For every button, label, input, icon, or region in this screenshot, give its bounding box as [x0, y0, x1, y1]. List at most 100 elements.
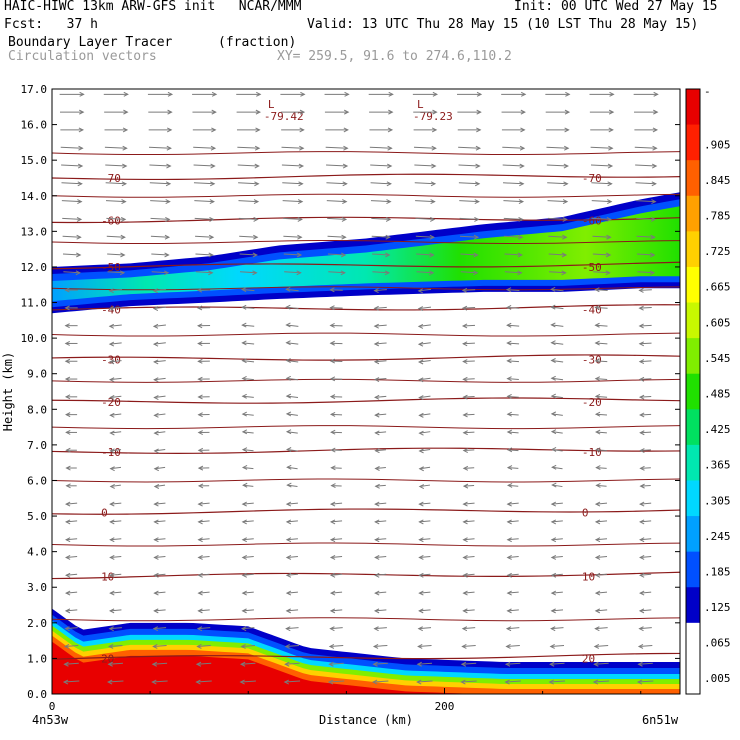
vector-arrowhead [475, 163, 481, 169]
vector-arrow [419, 484, 431, 488]
vector-arrow [151, 253, 169, 256]
vector-arrowhead [330, 483, 336, 489]
vector-arrow [595, 395, 608, 398]
y-tick-label: 13.0 [21, 225, 48, 238]
vector-arrowhead [153, 412, 159, 418]
contour-label: -50 [101, 261, 121, 274]
vector-arrowhead [418, 501, 424, 507]
vector-arrow [463, 342, 475, 345]
vector-arrowhead [462, 483, 469, 489]
vector-arrowhead [285, 286, 291, 292]
vector-arrowhead [462, 501, 468, 507]
vector-arrowhead [64, 608, 71, 614]
vector-arrowhead [197, 501, 203, 507]
vector-arrow [152, 680, 168, 683]
vector-arrowhead [344, 91, 350, 97]
colorbar-label: .905 [704, 138, 731, 151]
vector-arrowhead [431, 127, 438, 133]
vector-arrow [241, 662, 256, 665]
vector-arrow [154, 360, 166, 363]
vector-arrow [242, 538, 254, 541]
vector-arrow [507, 609, 519, 612]
vector-arrowhead [651, 199, 657, 205]
vector-arrow [551, 360, 564, 363]
vector-arrowhead [374, 394, 380, 400]
vector-arrowhead [327, 679, 334, 685]
low-value: -79.42 [264, 110, 304, 123]
vector-arrowhead [638, 376, 645, 382]
vector-arrow [638, 644, 653, 647]
vector-arrow [375, 378, 387, 381]
vector-arrowhead [649, 270, 656, 276]
colorbar-label: .545 [704, 352, 731, 365]
vector-arrowhead [153, 359, 159, 365]
vector-arrowhead [297, 199, 304, 205]
vector-arrowhead [430, 181, 437, 187]
vector-arrowhead [240, 644, 246, 649]
vector-arrow [283, 235, 302, 238]
vector-arrowhead [77, 181, 83, 187]
vector-arrowhead [78, 127, 85, 133]
vector-arrowhead [653, 91, 659, 97]
vector-arrow [592, 253, 611, 256]
vector-arrow [463, 591, 475, 594]
vector-arrowhead [418, 572, 424, 578]
vector-arrowhead [506, 537, 512, 543]
vector-arrowhead [594, 393, 601, 399]
vector-arrowhead [65, 412, 71, 418]
colorbar-label: .245 [704, 530, 731, 543]
vector-arrowhead [594, 626, 600, 632]
vector-arrowhead [241, 572, 247, 578]
vector-arrowhead [109, 555, 115, 560]
vector-arrow [110, 413, 122, 416]
vector-arrowhead [518, 216, 524, 222]
y-tick-label: 8.0 [27, 403, 47, 416]
vector-arrowhead [329, 323, 335, 328]
vector-arrow [502, 164, 524, 167]
vector-arrow [110, 377, 122, 381]
x-tick-label: 0 [49, 700, 56, 713]
vector-arrow [595, 378, 608, 380]
vector-arrowhead [285, 304, 291, 310]
vector-arrow [415, 235, 434, 238]
vector-arrow [551, 520, 563, 523]
colorbar-swatch [686, 160, 700, 197]
vector-arrowhead [197, 430, 203, 435]
vector-arrow [461, 662, 477, 665]
vector-arrow [154, 342, 166, 345]
vector-arrowhead [374, 590, 380, 596]
vector-arrowhead [506, 482, 513, 488]
vector-arrow [595, 520, 608, 523]
vector-arrow [551, 324, 564, 327]
vector-arrowhead [64, 376, 71, 382]
contour-line [51, 240, 681, 245]
vector-arrowhead [594, 305, 600, 310]
vector-arrow [591, 200, 612, 203]
vector-arrowhead [462, 537, 468, 543]
vector-arrow [150, 235, 169, 238]
vector-arrowhead [329, 590, 336, 596]
vector-arrowhead [241, 376, 247, 381]
vector-arrowhead [329, 608, 336, 614]
vector-arrowhead [594, 519, 601, 525]
vector-arrow [595, 573, 608, 576]
vector-arrowhead [240, 287, 247, 292]
colorbar-label: .725 [704, 245, 731, 258]
vector-arrowhead [417, 306, 424, 312]
vector-arrow [458, 182, 480, 185]
vector-arrowhead [506, 590, 512, 596]
y-tick-label: 15.0 [21, 154, 48, 167]
vector-arrow [595, 627, 608, 630]
vector-arrowhead [373, 626, 379, 632]
vector-arrow [507, 306, 520, 309]
contour-line [51, 478, 681, 483]
vector-arrow [64, 662, 79, 665]
vector-arrow [242, 360, 255, 363]
vector-arrowhead [342, 163, 349, 169]
vector-arrow [463, 449, 475, 452]
vector-arrow [418, 342, 431, 345]
vector-arrowhead [639, 572, 645, 578]
vector-arrow [596, 449, 607, 452]
vector-arrow [507, 395, 519, 398]
vector-arrow [592, 235, 611, 238]
